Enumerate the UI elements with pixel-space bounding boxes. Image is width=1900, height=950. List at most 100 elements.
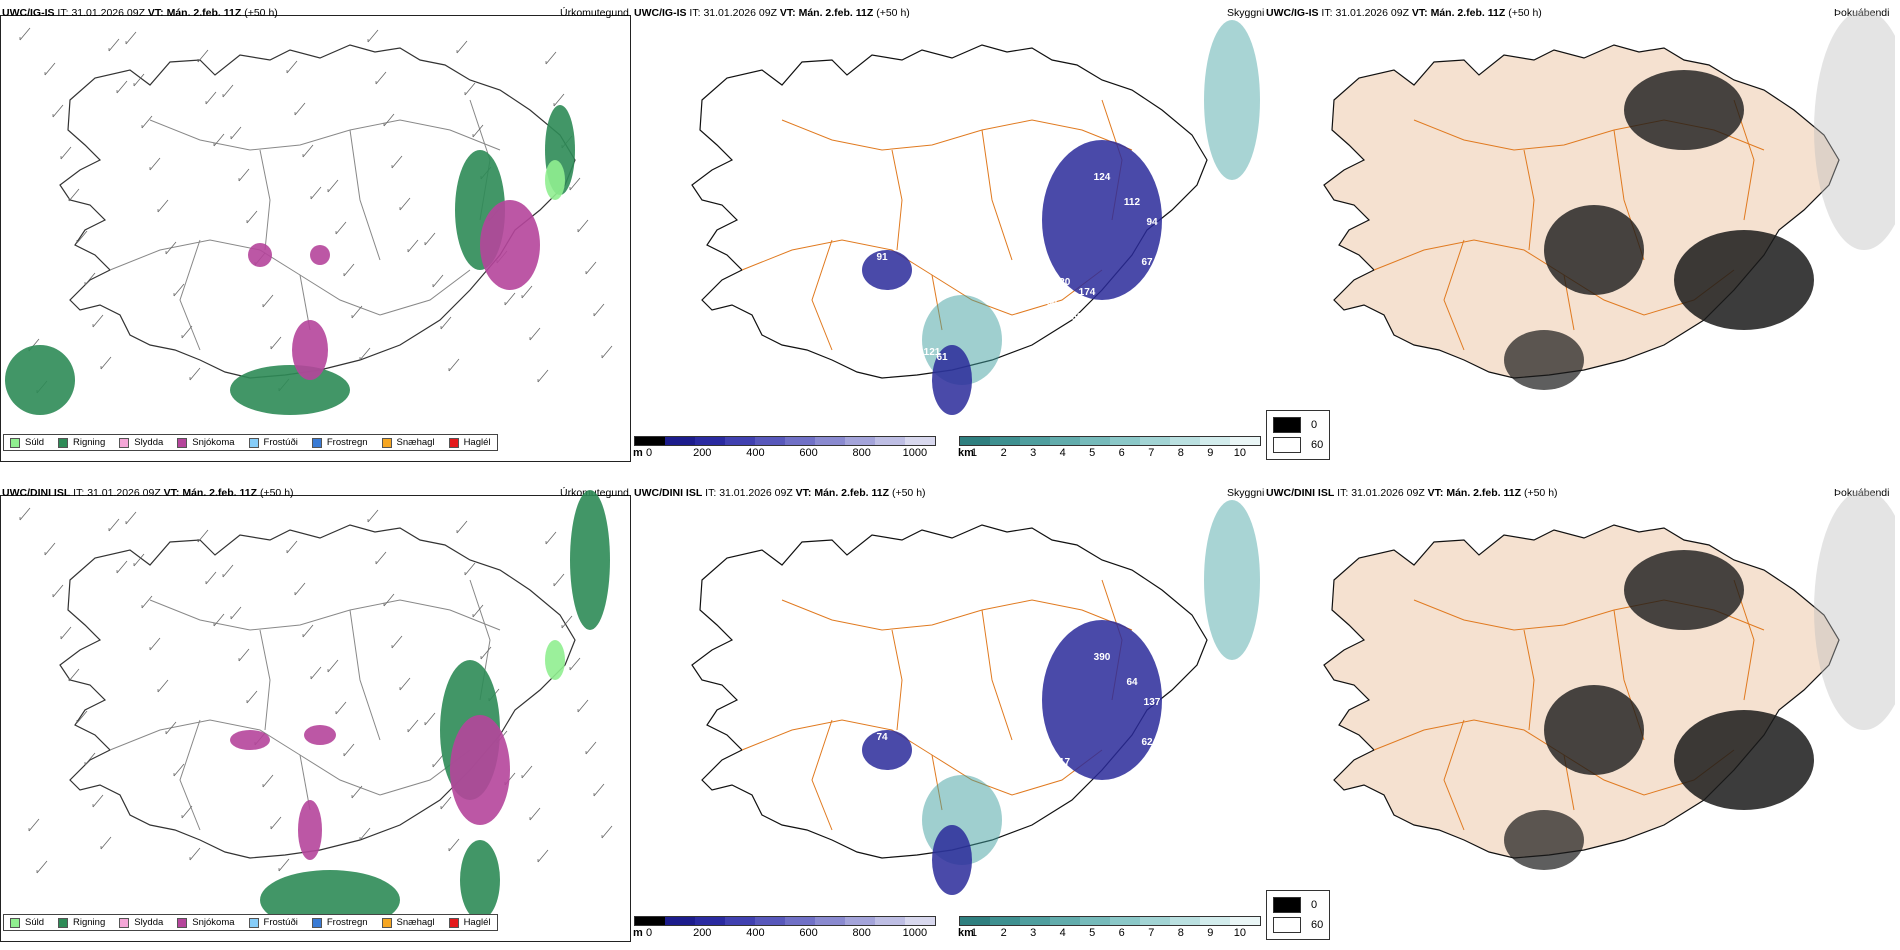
panel-title: Þokuábendi bbox=[1834, 487, 1890, 499]
wind-barb bbox=[92, 794, 104, 808]
wind-barb bbox=[36, 860, 48, 874]
wind-barb bbox=[246, 210, 258, 224]
colorbar-segment bbox=[845, 917, 875, 925]
it-label: IT: bbox=[689, 7, 701, 19]
wind-barb bbox=[165, 721, 177, 735]
colorbar-tick: 3 bbox=[1030, 927, 1037, 939]
wind-barb bbox=[157, 199, 169, 213]
wind-barb bbox=[327, 179, 339, 193]
colorbar-tick: 800 bbox=[852, 447, 871, 459]
wind-barb bbox=[60, 146, 72, 160]
wind-barb bbox=[222, 84, 234, 98]
fog-legend-swatch bbox=[1273, 897, 1301, 913]
run-header: UWC/DINI ISL IT: 31.01.2026 09Z VT: Mán.… bbox=[2, 487, 294, 499]
init-time: 31.01.2026 09Z bbox=[1351, 487, 1425, 499]
colorbar-strip bbox=[959, 436, 1261, 446]
wind-barb bbox=[440, 796, 452, 810]
cloud-base-label: 69 bbox=[1161, 717, 1173, 728]
iceland-map-group bbox=[59, 44, 576, 379]
wind-barb bbox=[399, 677, 411, 691]
colorbar-segment bbox=[665, 917, 695, 925]
wind-barb bbox=[553, 93, 565, 107]
panel-frame bbox=[0, 495, 631, 942]
wind-barb bbox=[213, 133, 225, 147]
wind-barb bbox=[472, 604, 484, 618]
run-header: UWC/IG-IS IT: 31.01.2026 09Z VT: Mán. 2.… bbox=[2, 7, 278, 19]
cloud-base-label: 64 bbox=[1126, 677, 1138, 688]
wind-barb bbox=[189, 367, 201, 381]
colorbar-tick: 800 bbox=[852, 927, 871, 939]
colorbar-tick: 0 bbox=[646, 927, 653, 939]
colorbar-segment bbox=[1140, 917, 1170, 925]
colorbar-tick: 5 bbox=[1089, 447, 1096, 459]
legend-label: Haglél bbox=[463, 437, 491, 448]
road-line bbox=[811, 239, 833, 351]
fog-legend-label: 0 bbox=[1311, 419, 1318, 431]
cloud-base-label: 86 bbox=[921, 242, 933, 253]
colorbar-tick: 1 bbox=[971, 927, 978, 939]
colorbar-segment bbox=[1050, 437, 1080, 445]
legend-label: Súld bbox=[25, 917, 45, 928]
snow-area bbox=[480, 200, 540, 290]
legend-label: Snæhagl bbox=[396, 437, 435, 448]
vt-label: VT: bbox=[147, 7, 164, 19]
wind-barb bbox=[302, 144, 314, 158]
model-name: UWC/IG-IS bbox=[634, 7, 687, 19]
wind-barb bbox=[84, 272, 96, 286]
cloud-base-label: 112 bbox=[909, 387, 926, 398]
colorbar-tick: 7 bbox=[1148, 447, 1155, 459]
vt-label: VT: bbox=[779, 7, 796, 19]
wind-barb bbox=[432, 274, 444, 288]
cloud-base-label: 124 bbox=[1094, 172, 1111, 183]
fog-area bbox=[1674, 230, 1814, 330]
lead-time: (+50 h) bbox=[1523, 487, 1558, 499]
wind-barb bbox=[116, 560, 128, 574]
legend-label: Slydda bbox=[134, 437, 164, 448]
colorbar-tick: 2 bbox=[1000, 927, 1007, 939]
cloud-base-label: 121 bbox=[924, 347, 941, 358]
valid-time: Mán. 2.feb. 11Z bbox=[182, 487, 258, 499]
wind-barb bbox=[448, 358, 460, 372]
colorbar-strip bbox=[634, 916, 936, 926]
cloud-base-area bbox=[1042, 620, 1162, 780]
road-line bbox=[981, 129, 1013, 261]
iceland-map-group bbox=[59, 524, 576, 859]
wind-barb bbox=[262, 294, 274, 308]
fog-legend-row: 0 bbox=[1273, 895, 1323, 915]
visibility-colorbar: km 1 2 3 4 5 6 7 8 9 10 bbox=[958, 916, 1261, 940]
colorbar-tick: 0 bbox=[646, 447, 653, 459]
colorbar-segment bbox=[755, 917, 785, 925]
wind-barb bbox=[310, 186, 322, 200]
wind-barb bbox=[181, 805, 193, 819]
it-label: IT: bbox=[57, 7, 69, 19]
colorbar-segment bbox=[960, 917, 990, 925]
road-line bbox=[781, 599, 1133, 631]
visibility-panel-row1: UWC/IG-IS IT: 31.01.2026 09Z VT: Mán. 2.… bbox=[632, 0, 1264, 462]
wind-barb bbox=[359, 827, 371, 841]
wind-barb bbox=[601, 825, 613, 839]
wind-barb bbox=[238, 168, 250, 182]
cloud-base-label: 157 bbox=[1024, 742, 1041, 753]
wind-barb bbox=[173, 763, 185, 777]
colorbar-segment bbox=[905, 917, 935, 925]
coastline bbox=[691, 44, 1208, 379]
wind-barb bbox=[383, 113, 395, 127]
legend-swatch bbox=[10, 917, 20, 928]
cloud-base-label: 74 bbox=[876, 732, 888, 743]
legend-item: Snæhagl bbox=[381, 917, 435, 928]
legend-swatch bbox=[248, 917, 259, 928]
wind-barb bbox=[383, 593, 395, 607]
snow-area bbox=[230, 730, 270, 750]
lead-time: (+50 h) bbox=[244, 7, 278, 19]
wind-barb bbox=[367, 29, 379, 43]
cloud-base-label: 112 bbox=[1124, 197, 1141, 208]
cloud-base-label: 82 bbox=[1161, 237, 1173, 248]
drizzle-area bbox=[545, 640, 565, 680]
run-header: UWC/IG-IS IT: 31.01.2026 09Z VT: Mán. 2.… bbox=[1266, 7, 1542, 19]
wind-barb bbox=[399, 197, 411, 211]
legend-item: Haglél bbox=[448, 917, 491, 928]
cloud-base-label: 79 bbox=[1171, 252, 1183, 263]
wind-barb bbox=[84, 752, 96, 766]
wind-barb bbox=[76, 710, 88, 724]
